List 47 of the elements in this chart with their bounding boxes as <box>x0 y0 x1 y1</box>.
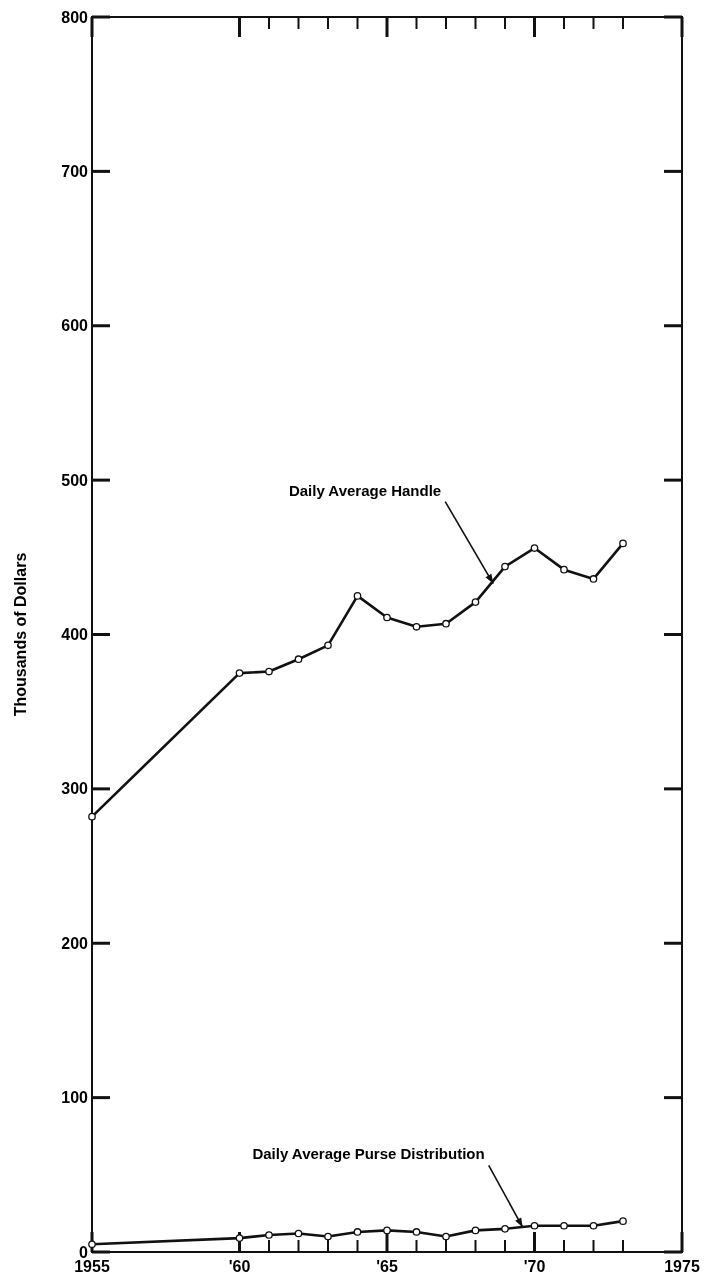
point <box>501 1224 509 1233</box>
y-tick-label: 500 <box>61 471 89 489</box>
annotation: Daily Average Purse Distribution <box>252 1145 485 1163</box>
x-tick-label: '65 <box>376 1258 398 1275</box>
y-tick-label: 0 <box>79 1243 89 1261</box>
point <box>383 1226 391 1235</box>
point <box>383 613 391 622</box>
x-tick-label: '60 <box>228 1258 251 1275</box>
y-tick-label: 100 <box>61 1089 89 1107</box>
point <box>619 539 627 548</box>
point <box>471 1226 480 1235</box>
point <box>501 562 509 571</box>
point <box>88 812 96 821</box>
x-tick-label: 1955 <box>74 1258 110 1275</box>
y-tick-label: 800 <box>61 8 89 26</box>
point <box>442 1232 450 1241</box>
point <box>265 667 273 676</box>
y-tick-label: 200 <box>61 934 89 952</box>
y-tick-label: 700 <box>61 162 89 180</box>
y-tick-label: 300 <box>61 780 89 798</box>
y-tick-label: 600 <box>61 317 89 335</box>
point <box>412 622 421 631</box>
y-axis-title: Thousands of Dollars <box>12 552 29 717</box>
point <box>265 1231 273 1239</box>
point <box>442 619 450 628</box>
point <box>353 592 362 600</box>
point <box>589 575 598 583</box>
annotation: Daily Average Handle <box>288 481 442 499</box>
point <box>235 669 244 677</box>
point <box>530 544 539 552</box>
point <box>560 565 568 574</box>
point <box>353 1228 362 1236</box>
point <box>471 598 480 606</box>
point <box>294 655 303 664</box>
point <box>589 1221 598 1230</box>
point <box>530 1221 539 1230</box>
point <box>412 1228 421 1236</box>
point <box>560 1221 568 1230</box>
x-tick-label: 1975 <box>664 1258 700 1275</box>
point <box>324 641 332 650</box>
point <box>88 1240 96 1249</box>
point <box>294 1229 303 1238</box>
point <box>235 1234 244 1242</box>
point <box>324 1232 332 1241</box>
y-tick-label: 400 <box>61 626 89 644</box>
point <box>619 1217 627 1225</box>
x-tick-label: '70 <box>523 1258 546 1275</box>
